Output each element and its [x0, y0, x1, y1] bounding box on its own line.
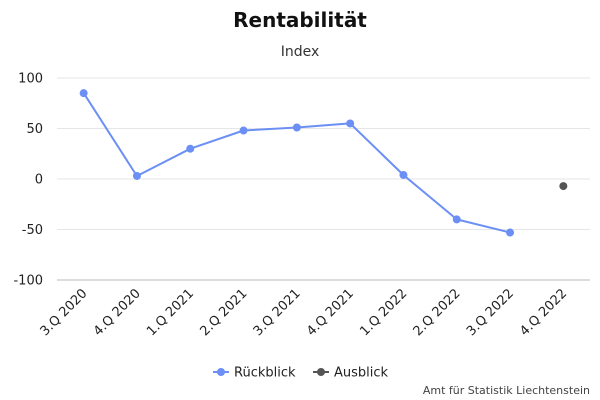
data-point: [346, 119, 355, 128]
y-tick-label: -50: [22, 223, 43, 238]
x-tick-label: 2.Q 2021: [197, 286, 250, 339]
data-point: [79, 89, 88, 98]
legend-marker: [217, 368, 225, 376]
data-point: [506, 228, 515, 237]
y-tick-label: 50: [26, 122, 43, 137]
chart-subtitle: Index: [280, 44, 320, 60]
x-tick-label: 3.Q 2022: [464, 286, 517, 339]
data-point: [559, 182, 568, 191]
x-tick-label: 4.Q 2021: [304, 286, 357, 339]
data-point: [132, 171, 141, 180]
series-line: [82, 92, 511, 234]
x-tick-label: 2.Q 2022: [411, 286, 464, 339]
chart-title: Rentabilität: [233, 8, 367, 32]
y-tick-label: -100: [13, 274, 43, 289]
chart-credit: Amt für Statistik Liechtenstein: [422, 384, 590, 397]
data-point: [292, 123, 301, 132]
y-tick-label: 0: [35, 173, 43, 188]
x-tick-label: 1.Q 2022: [357, 286, 410, 339]
data-point: [239, 126, 248, 135]
data-point: [399, 170, 408, 179]
data-point: [186, 144, 195, 153]
data-point: [452, 215, 461, 224]
y-tick-label: 100: [18, 72, 43, 87]
legend-label: Rückblick: [234, 366, 296, 381]
legend-marker: [317, 368, 325, 376]
x-tick-label: 3.Q 2020: [38, 286, 91, 339]
x-tick-label: 3.Q 2021: [251, 286, 304, 339]
x-tick-label: 4.Q 2022: [517, 286, 570, 339]
x-tick-label: 1.Q 2021: [144, 286, 197, 339]
legend-label: Ausblick: [334, 366, 389, 381]
x-tick-label: 4.Q 2020: [91, 286, 144, 339]
